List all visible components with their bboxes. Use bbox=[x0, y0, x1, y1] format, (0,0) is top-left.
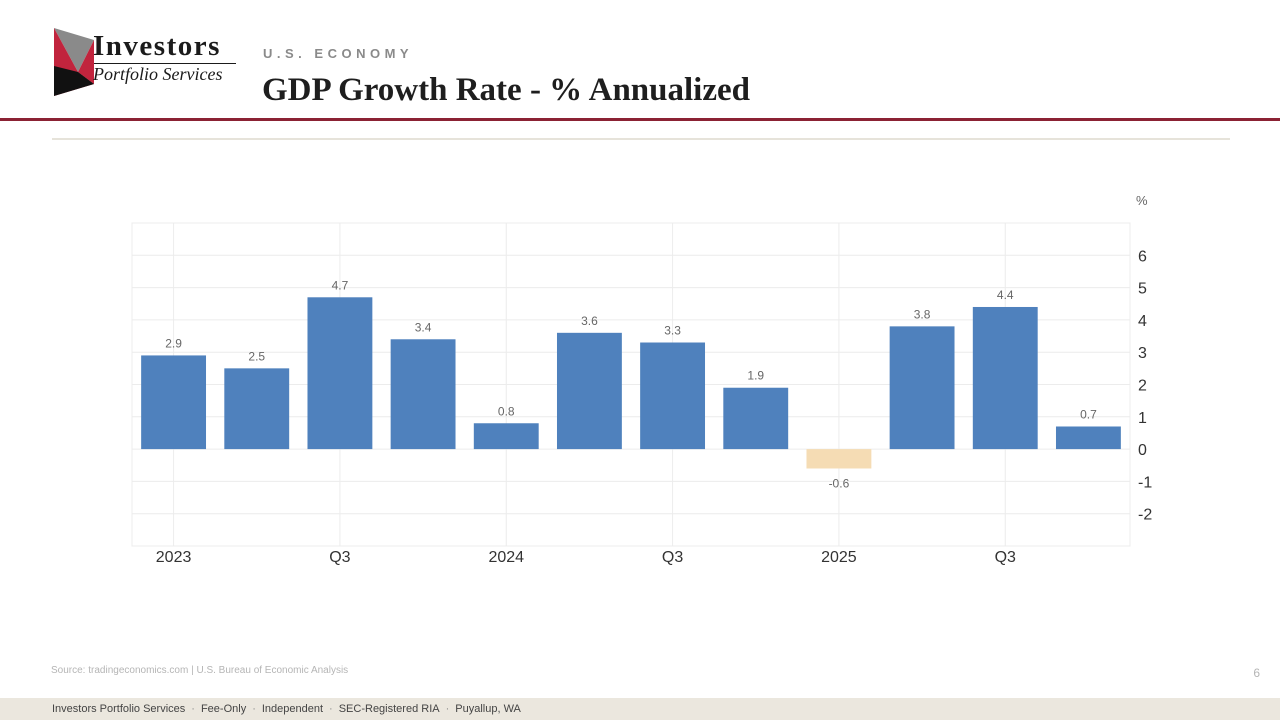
gdp-chart: -2 -1 0 1 2 3 4 5 6% 2023 Q3 2024 Q3 2025 Q3 2.9 2.5 4.7 3… bbox=[120, 185, 1170, 590]
logo-subtitle: Portfolio Services bbox=[93, 64, 223, 84]
footer-separator: · bbox=[191, 703, 195, 715]
bar-data-label: 3.3 bbox=[664, 324, 681, 338]
page-number: 6 bbox=[1253, 666, 1260, 680]
source-note: Source: tradingeconomics.com | U.S. Bure… bbox=[51, 665, 349, 676]
bar-data-label: 2.5 bbox=[248, 349, 265, 363]
bar-2024-q3 bbox=[640, 342, 706, 450]
logo-emblem-icon bbox=[54, 28, 94, 96]
bar-data-label: 4.7 bbox=[332, 278, 349, 292]
bar-2024-q2 bbox=[556, 332, 622, 450]
gdp-bar-chart: -2 -1 0 1 2 3 4 5 6% 2023 Q3 2024 Q3 2025 Q3 2.9 2.5 4.7 3… bbox=[131, 193, 1152, 566]
subheader-divider bbox=[52, 138, 1230, 140]
x-tick-label: Q3 bbox=[662, 549, 683, 566]
bar-2024-q1 bbox=[473, 423, 539, 450]
logo-divider bbox=[94, 63, 236, 64]
footer-separator: · bbox=[252, 703, 256, 715]
header-divider bbox=[0, 118, 1280, 121]
x-tick-label: 2025 bbox=[821, 549, 857, 566]
bar-2025-q1 bbox=[806, 449, 872, 469]
bar-data-label: 3.8 bbox=[914, 307, 931, 321]
y-tick-label: 1 bbox=[1138, 410, 1147, 427]
y-tick-label: 4 bbox=[1138, 313, 1147, 330]
logo: Investors Portfolio Services bbox=[52, 26, 242, 98]
bar-data-label: 3.4 bbox=[415, 320, 432, 334]
bar-2025-q2 bbox=[889, 326, 955, 450]
bar-data-label: 4.4 bbox=[997, 288, 1014, 302]
bar-2023-q1 bbox=[141, 355, 207, 450]
y-tick-label: 5 bbox=[1138, 281, 1147, 298]
logo-name: Investors bbox=[93, 30, 221, 62]
y-axis-unit-label: % bbox=[1136, 193, 1148, 208]
bar-2023-q3 bbox=[307, 297, 373, 450]
bar-data-label: 2.9 bbox=[165, 336, 182, 350]
bar-data-label: -0.6 bbox=[829, 476, 850, 490]
footer-ria: SEC-Registered RIA bbox=[338, 703, 440, 715]
y-tick-label: 6 bbox=[1138, 248, 1147, 265]
x-tick-label: 2024 bbox=[488, 549, 524, 566]
footer-separator: · bbox=[445, 703, 450, 715]
bar-2024-q4 bbox=[723, 387, 789, 450]
y-tick-label: 0 bbox=[1138, 442, 1147, 459]
bar-2023-q2 bbox=[224, 368, 290, 450]
section-label: U.S. ECONOMY bbox=[263, 46, 414, 61]
bar-2023-q4 bbox=[390, 339, 456, 450]
x-tick-label: Q3 bbox=[995, 549, 1016, 566]
footer-bar: Investors Portfolio Services · Fee-Only · In… bbox=[0, 698, 1280, 720]
bar-data-label: 0.8 bbox=[498, 404, 515, 418]
footer-independent: Independent bbox=[261, 703, 324, 715]
footer-separator: · bbox=[329, 703, 333, 715]
bar-2025-q3 bbox=[972, 306, 1038, 450]
x-tick-label: Q3 bbox=[329, 549, 350, 566]
bar-data-label: 0.7 bbox=[1080, 407, 1097, 421]
x-tick-label: 2023 bbox=[156, 549, 192, 566]
footer-fee-only: Fee-Only bbox=[200, 703, 247, 715]
footer-location: Puyallup, WA bbox=[455, 703, 521, 715]
y-tick-label: 2 bbox=[1138, 378, 1147, 395]
page-title: GDP Growth Rate - % Annualized bbox=[262, 72, 750, 108]
bar-2025-q4 bbox=[1055, 426, 1121, 450]
y-tick-label: -1 bbox=[1138, 474, 1152, 491]
bar-data-label: 1.9 bbox=[747, 369, 764, 383]
bar-data-label: 3.6 bbox=[581, 314, 598, 328]
footer-firm: Investors Portfolio Services bbox=[52, 703, 186, 715]
y-tick-label: 3 bbox=[1138, 345, 1147, 362]
y-tick-label: -2 bbox=[1138, 507, 1152, 524]
